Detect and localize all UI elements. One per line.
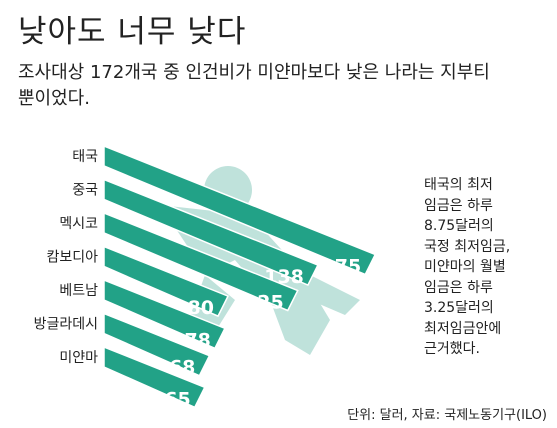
note-line: 3.25달러의 xyxy=(424,300,494,316)
bar xyxy=(103,312,211,377)
category-label: 미얀마 xyxy=(59,350,98,366)
category-label: 중국 xyxy=(72,183,98,199)
value-label: 125 xyxy=(244,292,284,314)
note-line: 임금은 하루 xyxy=(424,197,493,214)
note-line: 태국의 최저 xyxy=(424,177,493,193)
category-label: 베트남 xyxy=(59,283,98,299)
bar xyxy=(103,211,299,312)
bar xyxy=(103,245,230,318)
category-label: 방글라데시 xyxy=(34,317,98,333)
note: 태국의 최저 임금은 하루 8.75달러의 국정 최저임금, 미얀마의 월별 임금은 하루… xyxy=(424,175,510,360)
source: 단위: 달러, 자료: 국제노동기구(ILO) xyxy=(347,408,547,423)
category-label: 멕시코 xyxy=(59,216,98,232)
note-line: 8.75달러의 xyxy=(424,218,494,234)
value-label: 65 xyxy=(164,388,190,410)
subtitle: 조사대상 172개국 중 인건비가 미얀마보다 낮은 나라는 지부티뿐이었다. xyxy=(18,62,490,109)
category-label: 캄보디아 xyxy=(46,250,98,266)
value-label: 68 xyxy=(169,357,195,379)
value-label: 175 xyxy=(322,256,362,278)
note-line: 근거했다. xyxy=(424,341,480,357)
note-line: 최저임금안에 xyxy=(424,320,502,337)
bar xyxy=(103,345,206,409)
category-label: 태국 xyxy=(72,149,98,165)
bar xyxy=(103,278,226,350)
bar xyxy=(103,178,319,287)
bar xyxy=(103,144,377,276)
note-line: 임금은 하루 xyxy=(424,279,493,296)
value-label: 78 xyxy=(184,329,210,351)
note-line: 미얀마의 월별 xyxy=(424,259,506,275)
note-line: 국정 최저임금, xyxy=(424,238,511,255)
title: 낮아도 너무 낮다 xyxy=(18,14,247,50)
value-label: 80 xyxy=(188,297,214,319)
